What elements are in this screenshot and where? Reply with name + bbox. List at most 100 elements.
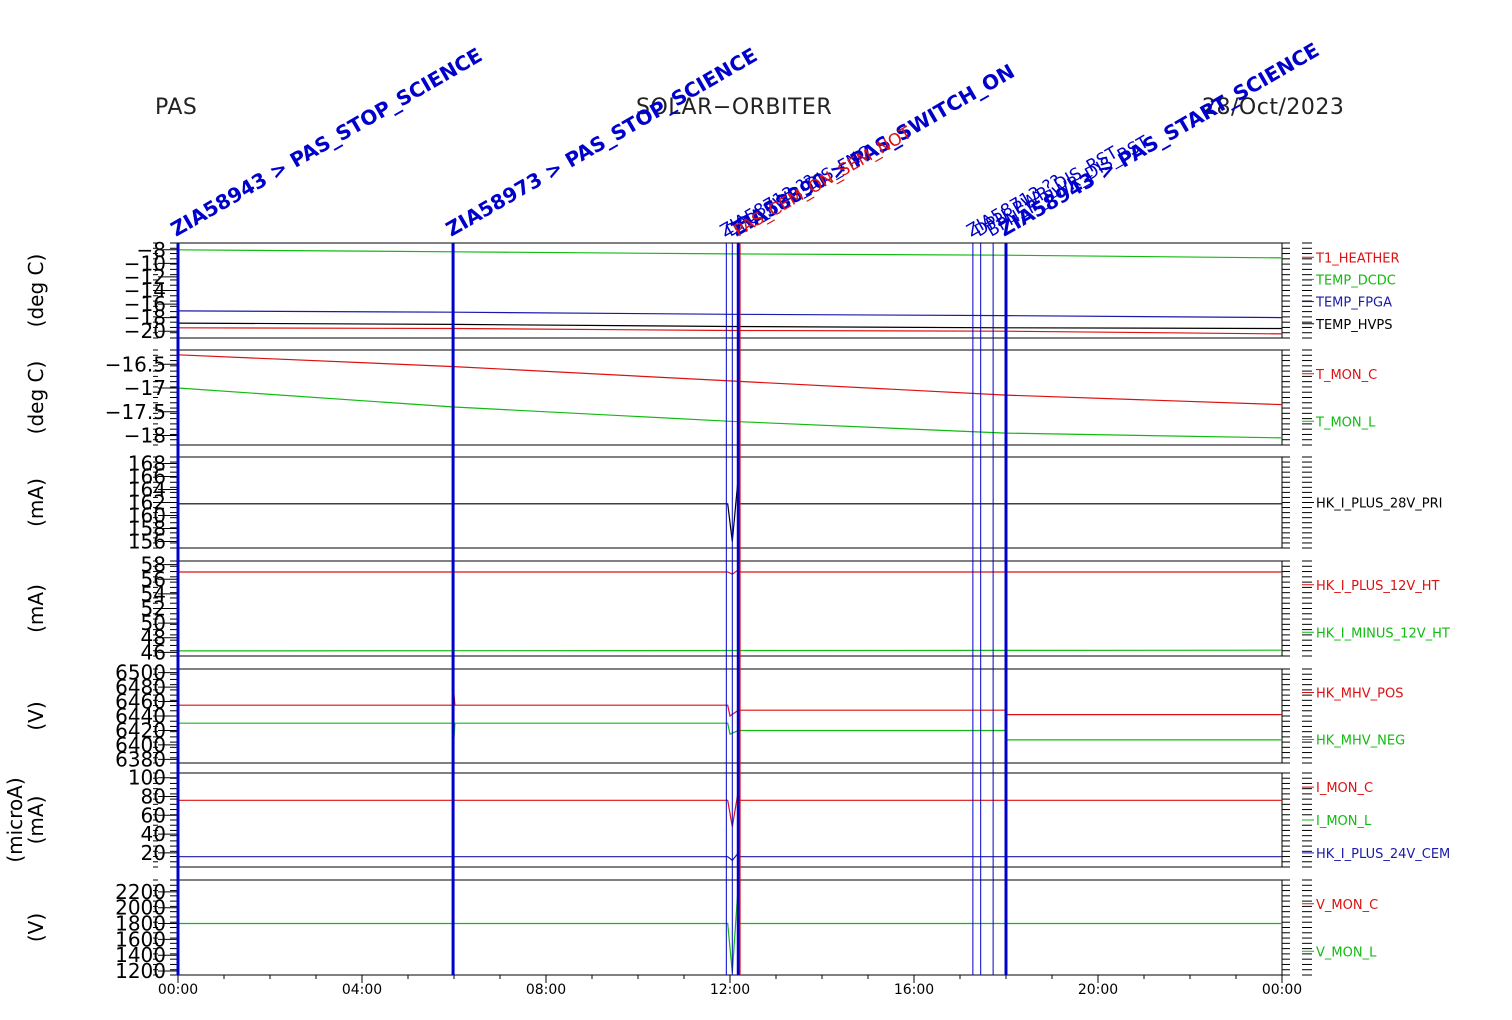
panel-frame <box>177 349 1283 446</box>
legend-entry: TEMP_HVPS <box>1315 318 1392 333</box>
legend-entry: HK_I_PLUS_12V_HT <box>1316 579 1440 594</box>
y-tick-label: 50 <box>141 611 166 635</box>
legend-entry: T_MON_C <box>1315 368 1377 383</box>
y-tick-label: −14 <box>124 279 166 303</box>
y-tick-label: 1200 <box>115 959 166 983</box>
panel-frame <box>177 560 1283 657</box>
y-tick-label: 48 <box>141 626 166 650</box>
y-tick-label: 2000 <box>115 896 166 920</box>
y-tick-label: 2200 <box>115 880 166 904</box>
legend-entry: HK_I_PLUS_24V_CEM <box>1316 847 1450 862</box>
series-line <box>177 310 1283 319</box>
series-line <box>178 722 1282 741</box>
y-tick-label: 156 <box>128 530 166 554</box>
y-tick-label: 6400 <box>115 733 166 757</box>
y-tick-label: 80 <box>141 785 166 809</box>
y-tick-label: 6440 <box>115 704 166 728</box>
y-tick-label: −16.5 <box>105 352 166 376</box>
y-tick-label: 54 <box>141 582 166 606</box>
series-line <box>178 568 1282 575</box>
legend-entry: I_MON_C <box>1316 781 1373 796</box>
y-tick-label: 6460 <box>115 690 166 714</box>
x-tick-label: 00:00 <box>1262 982 1302 998</box>
x-tick-label: 04:00 <box>342 982 382 998</box>
legend-entry: HK_MHV_NEG <box>1316 734 1405 749</box>
y-tick-label: 58 <box>141 553 166 577</box>
event-label: ZIA58973 > PAS_STOP_SCIENCE <box>442 43 762 241</box>
y-tick-label: 40 <box>141 822 166 846</box>
y-tick-label: −18 <box>124 306 166 330</box>
series-line <box>178 790 1282 827</box>
series-line <box>177 354 1283 406</box>
event-label: PAS_CEM_ON_SEM_NOT <box>731 123 916 241</box>
legend-entry: TEMP_DCDC <box>1315 273 1396 288</box>
x-tick-label: 00:00 <box>158 982 198 998</box>
panel-frame <box>177 772 1283 868</box>
x-tick-label: 12:00 <box>710 982 750 998</box>
panel-frame <box>177 456 1283 549</box>
series-line <box>177 649 1283 652</box>
y-tick-label: 160 <box>128 504 166 528</box>
y-axis-label: (V) <box>24 913 48 942</box>
y-tick-label: −10 <box>124 251 166 275</box>
y-tick-label: 46 <box>141 640 166 664</box>
series-line <box>178 476 1282 542</box>
y-tick-label: 6500 <box>115 661 166 685</box>
series-line <box>178 851 1282 862</box>
legend-entry: T_MON_L <box>1315 415 1376 430</box>
y-tick-label: 164 <box>128 478 166 502</box>
y-axis-label: (deg C) <box>24 361 48 435</box>
event-label: ZIA58943 > PAS_STOP_SCIENCE <box>167 43 487 241</box>
x-tick-label: 20:00 <box>1078 982 1118 998</box>
y-axis-label: (deg C) <box>24 254 48 328</box>
y-tick-label: −18 <box>124 424 166 448</box>
legend-entry: TEMP_FPGA <box>1315 296 1392 311</box>
legend-entry: HK_I_PLUS_28V_PRI <box>1316 497 1442 512</box>
header-mission: SOLAR−ORBITER <box>636 95 833 120</box>
y-axis-label: (microA) <box>3 777 27 862</box>
series-line <box>178 694 1282 718</box>
series-line <box>177 387 1283 439</box>
y-tick-label: −17.5 <box>105 400 166 424</box>
y-tick-label: −17 <box>124 376 166 400</box>
legend-entry: V_MON_C <box>1316 898 1378 913</box>
y-tick-label: 6420 <box>115 718 166 742</box>
y-tick-label: 100 <box>128 766 166 790</box>
series-line <box>178 883 1282 973</box>
y-tick-label: 158 <box>128 517 166 541</box>
y-tick-label: 168 <box>128 452 166 476</box>
y-axis-label: (V) <box>24 701 48 730</box>
legend-entry: T1_HEATHER <box>1315 251 1400 266</box>
y-tick-label: 60 <box>141 803 166 827</box>
y-tick-label: 6480 <box>115 675 166 699</box>
y-tick-label: 52 <box>141 597 166 621</box>
series-line <box>177 327 1283 335</box>
panel-frame <box>177 879 1283 976</box>
y-tick-label: −16 <box>124 292 166 316</box>
legend-entry: I_MON_L <box>1316 814 1372 829</box>
header-instrument: PAS <box>155 95 198 120</box>
y-tick-label: 166 <box>128 465 166 489</box>
y-axis-label: (mA) <box>24 796 48 845</box>
y-tick-label: 1600 <box>115 927 166 951</box>
y-tick-label: 20 <box>141 841 166 865</box>
series-line <box>177 249 1283 259</box>
y-tick-label: 162 <box>128 491 166 515</box>
event-label: ZIA58943 > PAS_START_SCIENCE <box>995 38 1324 242</box>
x-tick-label: 16:00 <box>894 982 934 998</box>
header-date: 28/Oct/2023 <box>1202 95 1345 120</box>
y-tick-label: −20 <box>124 319 166 343</box>
y-tick-label: −12 <box>124 265 166 289</box>
y-tick-label: 56 <box>141 567 166 591</box>
y-tick-label: 6380 <box>115 747 166 771</box>
y-tick-label: 1800 <box>115 912 166 936</box>
y-axis-label: (mA) <box>24 478 48 527</box>
series-line <box>177 322 1283 330</box>
y-tick-label: 1400 <box>115 943 166 967</box>
legend-entry: HK_I_MINUS_12V_HT <box>1316 626 1450 641</box>
y-tick-label: −8 <box>137 238 166 262</box>
y-axis-label: (mA) <box>24 584 48 633</box>
x-tick-label: 08:00 <box>526 982 566 998</box>
legend-entry: V_MON_L <box>1316 945 1377 960</box>
